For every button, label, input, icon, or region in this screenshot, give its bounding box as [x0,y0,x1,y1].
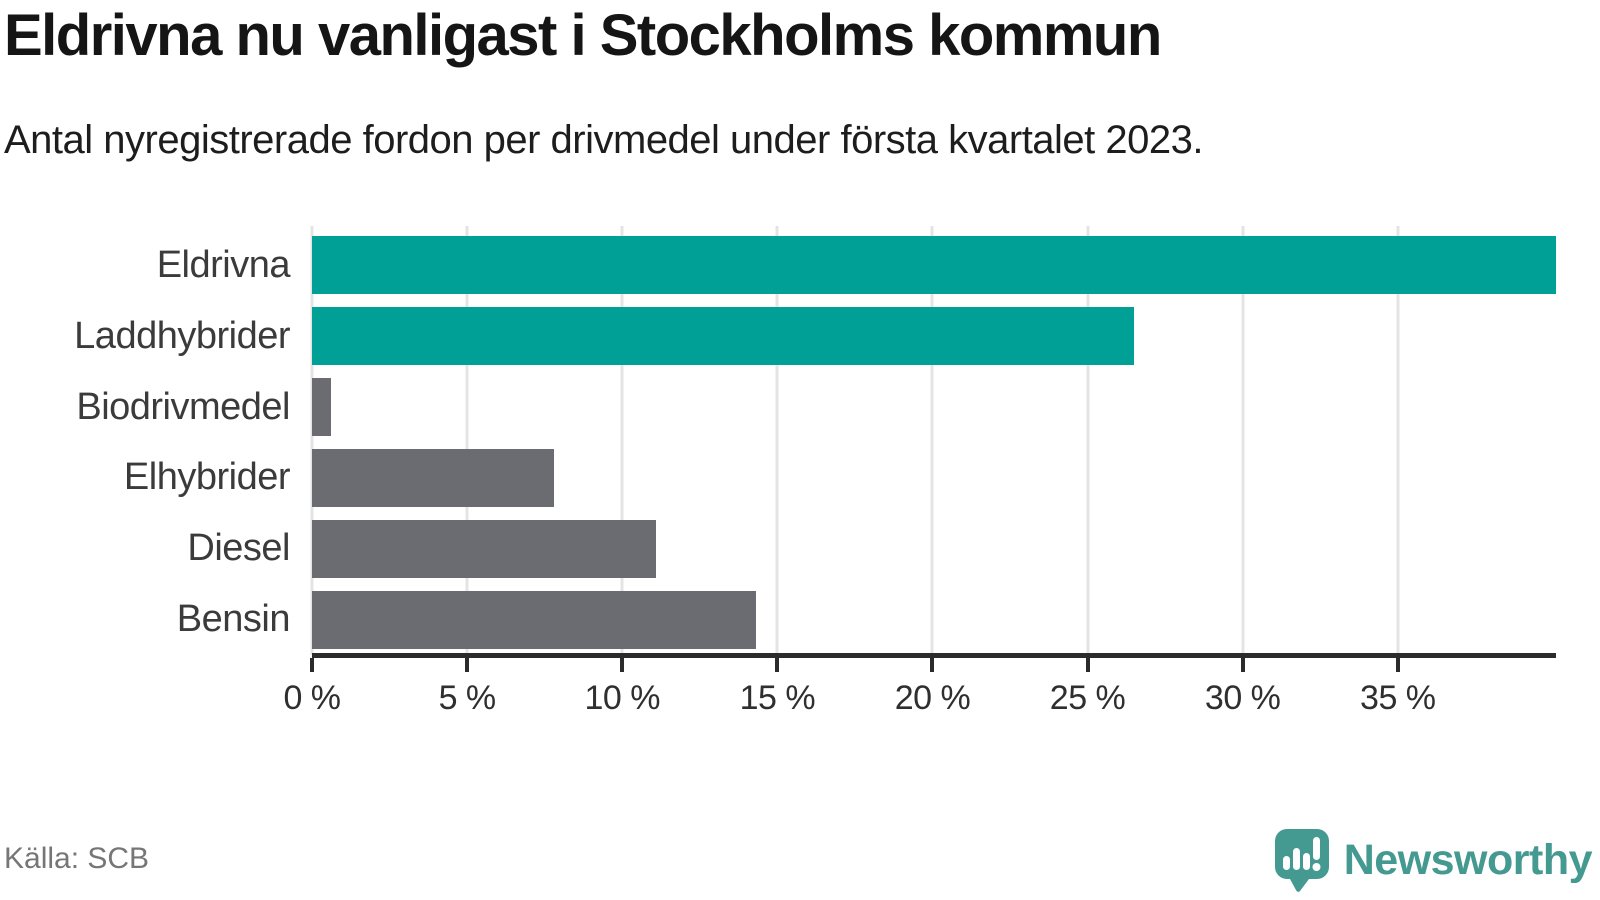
source-note: Källa: SCB [4,842,150,875]
bar-biodrivmedel [312,378,331,437]
gridline-layer [310,226,1556,655]
bar-track [312,301,1556,372]
bar-track [312,230,1556,301]
category-label: Eldrivna [156,243,291,286]
x-tick-label: 5 % [438,679,497,717]
gridline [465,226,469,655]
chart-row: Bensin [0,584,1600,655]
bar-laddhybrider [312,307,1135,366]
category-label: Bensin [176,598,291,641]
speech-bubble-bar-chart-icon [1274,829,1329,892]
bar-chart: Eldrivna Laddhybrider Biodrivmedel Elhyb… [0,226,1600,655]
x-tick-label: 20 % [894,679,971,717]
chart-subtitle: Antal nyregistrerade fordon per drivmede… [4,118,1204,162]
x-tick-mark [465,658,470,672]
x-tick-mark [1085,658,1090,672]
gridline [775,226,779,655]
gridline [1086,226,1090,655]
bar-track [312,513,1556,584]
chart-row: Eldrivna [0,230,1600,301]
gridline [930,226,934,655]
brand-footer: Newsworthy [1272,828,1593,892]
x-axis-line [312,653,1556,658]
bar-bensin [312,590,756,649]
bar-track [312,442,1556,513]
chart-row: Laddhybrider [0,301,1600,372]
category-label: Biodrivmedel [76,385,290,428]
x-tick-label: 35 % [1360,679,1436,717]
x-tick-label: 25 % [1049,679,1126,717]
x-tick-mark [775,658,780,672]
category-label: Laddhybrider [74,314,290,357]
gridline [1241,226,1245,655]
x-axis: 0 % 5 % 10 % 15 % 20 % 25 % 30 % 35 % [283,653,1556,723]
chart-row: Biodrivmedel [0,372,1600,443]
chart-row: Diesel [0,513,1600,584]
category-label: Elhybrider [123,456,291,499]
bar-eldrivna [312,236,1556,295]
gridline [1396,226,1400,655]
x-tick-mark [1240,658,1245,672]
x-tick-mark [620,658,625,672]
x-tick-mark [930,658,935,672]
bar-elhybrider [312,448,554,507]
chart-row: Elhybrider [0,442,1600,513]
bar-diesel [312,519,657,578]
gridline [620,226,624,655]
bar-track [312,584,1556,655]
chart-rows: Eldrivna Laddhybrider Biodrivmedel Elhyb… [0,230,1600,655]
x-tick-label: 0 % [283,679,341,717]
bar-track [312,372,1556,443]
brand-wordmark: Newsworthy [1343,835,1593,884]
x-tick-mark [310,658,314,672]
chart-title: Eldrivna nu vanligast i Stockholms kommu… [4,3,1162,68]
x-tick-label: 15 % [739,679,816,717]
category-label: Diesel [187,527,290,570]
x-tick-label: 10 % [584,679,660,717]
x-tick-label: 30 % [1204,679,1281,717]
x-tick-mark [1395,658,1400,672]
gridline [310,226,314,655]
